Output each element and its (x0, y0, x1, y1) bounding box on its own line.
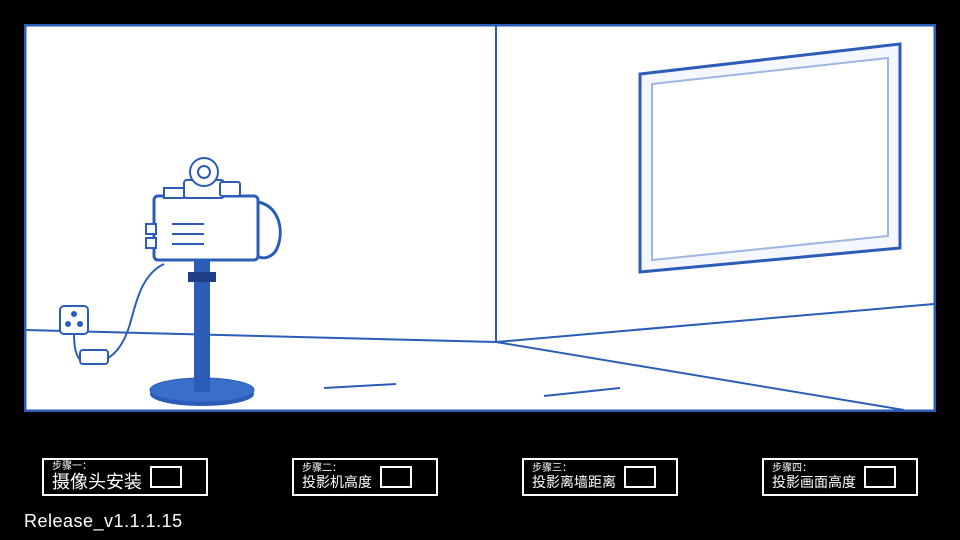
step-3-title: 投影离墙距离 (532, 475, 616, 490)
projection-screen (640, 44, 900, 272)
step-4-thumb (864, 466, 896, 488)
step-bar: 步骤一： 摄像头安装 步骤二： 投影机高度 步骤三： 投影离墙距离 步骤四： 投… (0, 450, 960, 504)
step-1-title: 摄像头安装 (52, 473, 142, 492)
step-4-box[interactable]: 步骤四： 投影画面高度 (762, 458, 918, 496)
plug-adapter (80, 350, 108, 364)
step-2-thumb (380, 466, 412, 488)
step-4-title: 投影画面高度 (772, 475, 856, 490)
step-3-box[interactable]: 步骤三： 投影离墙距离 (522, 458, 678, 496)
version-label: Release_v1.1.1.15 (24, 511, 183, 532)
illustration-canvas (24, 24, 936, 412)
step-3-thumb (624, 466, 656, 488)
step-1-thumb (150, 466, 182, 488)
step-2-box[interactable]: 步骤二： 投影机高度 (292, 458, 438, 496)
step-1-box[interactable]: 步骤一： 摄像头安装 (42, 458, 208, 496)
wall-socket (60, 306, 88, 334)
room-illustration (24, 24, 936, 412)
step-2-title: 投影机高度 (302, 475, 372, 490)
